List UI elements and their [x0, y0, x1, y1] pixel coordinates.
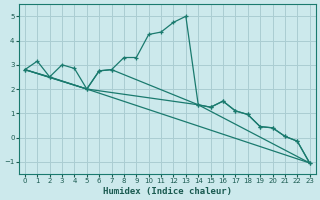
X-axis label: Humidex (Indice chaleur): Humidex (Indice chaleur): [103, 187, 232, 196]
